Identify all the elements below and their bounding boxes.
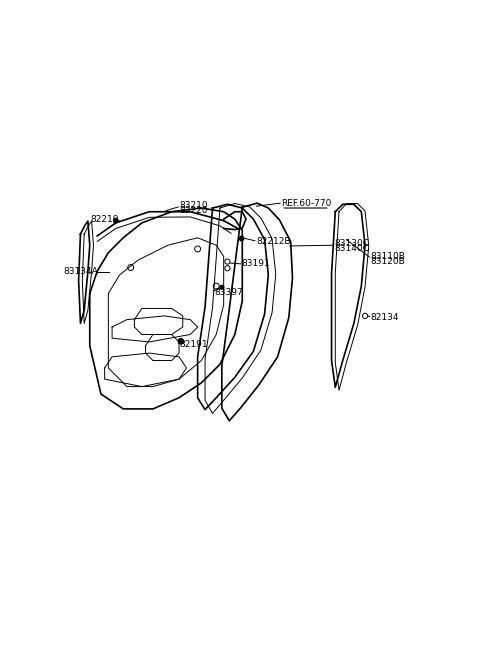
Circle shape (114, 218, 118, 223)
Text: 83120B: 83120B (371, 257, 406, 267)
Text: 83397: 83397 (215, 288, 243, 297)
Text: 83130C: 83130C (335, 239, 370, 248)
Text: 83220: 83220 (179, 206, 207, 215)
Text: 83191: 83191 (241, 259, 270, 269)
Text: 82134: 82134 (371, 313, 399, 322)
Text: 83110B: 83110B (371, 252, 406, 261)
Text: 82191: 82191 (179, 340, 208, 349)
Circle shape (240, 236, 244, 241)
Text: 82212B: 82212B (256, 237, 290, 246)
Text: 83140C: 83140C (335, 244, 370, 253)
Text: 82219: 82219 (91, 215, 119, 223)
Circle shape (220, 286, 224, 289)
Text: 83134A: 83134A (64, 267, 98, 276)
Circle shape (178, 339, 183, 344)
Text: REF.60-770: REF.60-770 (281, 199, 332, 208)
Text: 83210: 83210 (179, 200, 208, 210)
